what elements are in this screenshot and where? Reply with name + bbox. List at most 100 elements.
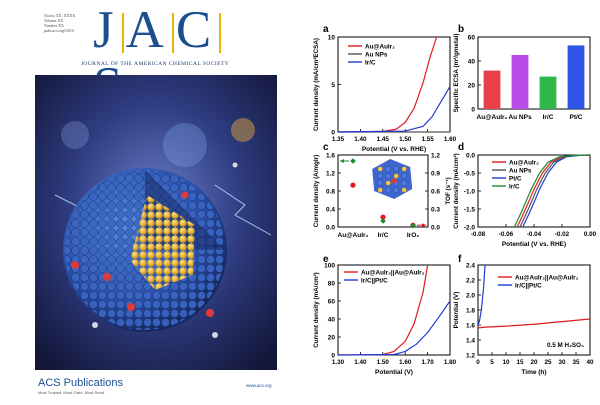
y-tick-label: 40 [468,59,476,66]
chart-panel-d: d -2.0 -1.5 -1.0 -0.5 0.0 Current density (mA/… [453,142,597,248]
y-tick-label: -1.5 [464,207,476,214]
axis-arrow-head [340,159,344,163]
category-label: Au@AuIr₂ [477,114,508,121]
y-tick-label: 2.0 [466,293,475,300]
panel-label: b [458,24,464,35]
x-tick-label: 10 [502,359,510,366]
y-axis-label: Current density (mA/cm²ECSA) [313,38,320,131]
legend-label: Au@AuIr₂||Au@AuIr₂ [515,275,579,282]
legend-label: Ir/C||Pt/C [515,283,542,290]
y-axis-label: Current density (mA/cm²) [313,272,320,348]
lattice-atom [401,187,408,193]
y-tick-label: 0.4 [326,207,335,214]
lattice-atom [385,180,392,186]
series-line [337,86,451,133]
y-tick-label: 0 [331,130,335,137]
cover-date: Xxxxx XX, XXXX [44,13,76,18]
x-axis-label: Time (h) [521,369,546,376]
lattice-atom [393,166,400,172]
series-line [337,300,451,356]
y-tick-label: 10 [328,35,336,42]
masthead-letter: J [93,1,120,59]
y-tick-label: 5 [331,82,335,89]
x-tick-label: 1.70 [421,359,434,366]
cover-meta: Xxxxx XX, XXXX Volume XX Number XX pubs.… [44,13,75,33]
annotation-label: 0.5 M H₂SO₄ [547,342,584,349]
bar [483,70,501,109]
y-tick-label: 2.4 [466,263,475,270]
x-tick-label: 1.80 [444,359,457,366]
y-axis-label: Potential (V) [453,292,460,329]
y-tick-label: 0 [331,353,335,360]
y-tick-label: 0.0 [431,225,440,232]
x-tick-label: -0.06 [499,231,514,238]
lattice-atom [391,178,397,184]
acs-tagline: Most Trusted. Most Cited. Most Read. [38,390,106,395]
y-tick-label: 0.0 [326,225,335,232]
journal-cover: Xxxxx XX, XXXX Volume XX Number XX pubs.… [35,1,277,395]
x-tick-label: 1.35 [332,136,345,143]
x-tick-label: 20 [530,359,538,366]
masthead-separator [171,12,174,53]
legend-label: Pt/C [509,176,522,183]
series-line [477,264,486,326]
data-point [380,214,386,220]
axis-arrow-head [422,223,426,228]
x-axis-label: Potential (V) [375,369,413,376]
y-tick-label: 1.2 [466,353,475,360]
y-tick-label: 0.3 [431,207,440,214]
y-tick-label: 1.2 [326,171,335,178]
lattice-atom [401,173,408,179]
lattice-atom [385,166,392,172]
cover-number: Number XX [44,23,64,28]
chart-panel-f: f 1.2 1.4 1.6 1.8 2.0 2.2 2.4 Potential (V) 0 5 10 1… [453,254,594,376]
lattice-atom [385,173,392,179]
lattice-atom [401,180,408,186]
panel-label: f [458,254,462,265]
y-tick-label: 0.0 [466,153,475,160]
masthead-letter: A [125,1,170,59]
cover-volume: Volume XX [44,18,64,23]
category-label: Au@AuIr₂ [338,232,369,239]
y-tick-label: 40 [328,317,336,324]
data-point [380,218,386,224]
plot-frame [337,264,451,356]
bar [511,55,529,109]
legend-label: Ir/C [509,184,520,191]
lattice-atom [377,173,384,179]
journal-name: JOURNAL OF THE AMERICAN CHEMICAL SOCIETY [80,61,230,67]
legend-label: Au NPs [365,52,388,59]
y-axis-label: Specific ECSA (m²/gmetal) [453,34,460,113]
lattice-atom [377,187,384,193]
y-tick-label: 0.8 [326,189,335,196]
data-point [350,182,356,188]
x-axis-label: Potential (V vs. RHE) [502,241,566,248]
y-axis-label: TOF (s⁻¹) [445,177,452,204]
panel-label: a [323,24,329,35]
x-tick-label: -0.02 [555,231,570,238]
category-label: Pt/C [570,114,583,121]
plot-frame [337,36,451,133]
panel-label: e [323,254,329,265]
y-tick-label: 2.2 [466,278,475,285]
acs-url: www.acs.org [246,383,272,388]
panel-label: d [458,142,464,153]
x-tick-label: 35 [572,359,580,366]
chart-panel-e: e 0 20 40 60 80 100 Current density (mA/cm²) 1.3… [313,254,457,376]
y-axis-label: Current density (mA/cm²) [453,153,460,229]
chart-panel-a: a 0 5 10 Current density (mA/cm²ECSA) 1.35 1.4… [313,24,457,153]
x-tick-label: 0 [476,359,480,366]
y-tick-label: 1.8 [466,308,475,315]
x-tick-label: 0.00 [584,231,597,238]
legend-label: Au@AuIr₂ [509,160,539,167]
x-tick-label: 1.60 [399,359,412,366]
legend-label: Au@AuIr₂||Au@AuIr₂ [361,270,425,277]
bar [539,76,557,109]
legend-label: Au@AuIr₂ [365,44,395,51]
x-tick-label: 1.55 [421,136,434,143]
plot-frame [477,36,591,110]
y-tick-label: 0.9 [431,171,440,178]
x-tick-label: 15 [516,359,524,366]
x-tick-label: 1.40 [354,359,367,366]
x-tick-label: 1.60 [444,136,457,143]
